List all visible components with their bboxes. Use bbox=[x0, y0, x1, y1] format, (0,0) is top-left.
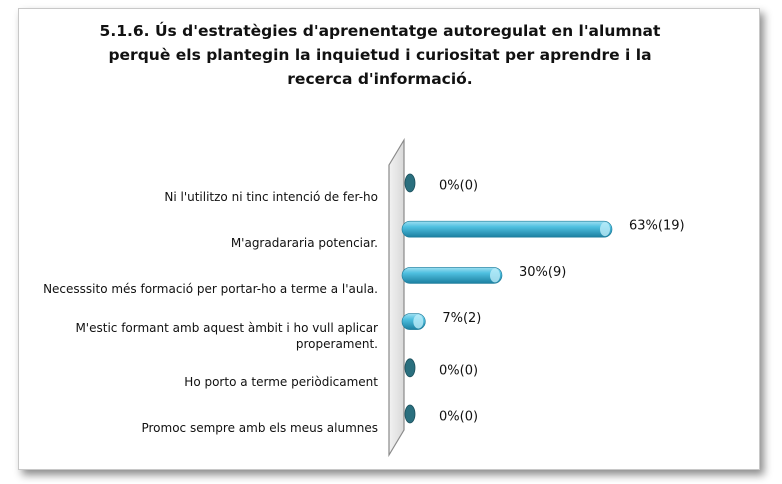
bar-cap bbox=[490, 268, 500, 283]
value-label: 7%(2) bbox=[442, 311, 481, 326]
bar-cap bbox=[413, 314, 424, 329]
category-label: Necesssito més formació per portar-ho a … bbox=[43, 282, 378, 297]
chart-title: perquè els plantegin la inquietud i curi… bbox=[108, 46, 652, 64]
value-label: 0%(0) bbox=[439, 179, 478, 194]
bar bbox=[401, 220, 613, 238]
value-label: 30%(9) bbox=[519, 265, 566, 280]
bar bbox=[404, 404, 416, 424]
value-label: 0%(0) bbox=[439, 363, 478, 378]
category-label: Ni l'utilitzo ni tinc intenció de fer-ho bbox=[164, 190, 378, 204]
category-label: M'agradararia potenciar. bbox=[230, 236, 378, 251]
bar bbox=[404, 173, 416, 193]
axis-plate bbox=[388, 137, 405, 458]
category-label: M'estic formant amb aquest àmbit i ho vu… bbox=[75, 320, 378, 351]
chart-title: recerca d'informació. bbox=[287, 70, 473, 88]
bar-cap bbox=[600, 222, 610, 237]
value-label: 63%(19) bbox=[629, 219, 685, 234]
bar bbox=[404, 358, 416, 378]
value-label: 0%(0) bbox=[439, 410, 478, 425]
bar bbox=[401, 267, 503, 284]
chart-title: 5.1.6. Ús d'estratègies d'aprenentatge a… bbox=[99, 22, 661, 40]
category-label: Promoc sempre amb els meus alumnes bbox=[141, 421, 378, 435]
category-label: Ho porto a terme periòdicament bbox=[184, 374, 378, 389]
